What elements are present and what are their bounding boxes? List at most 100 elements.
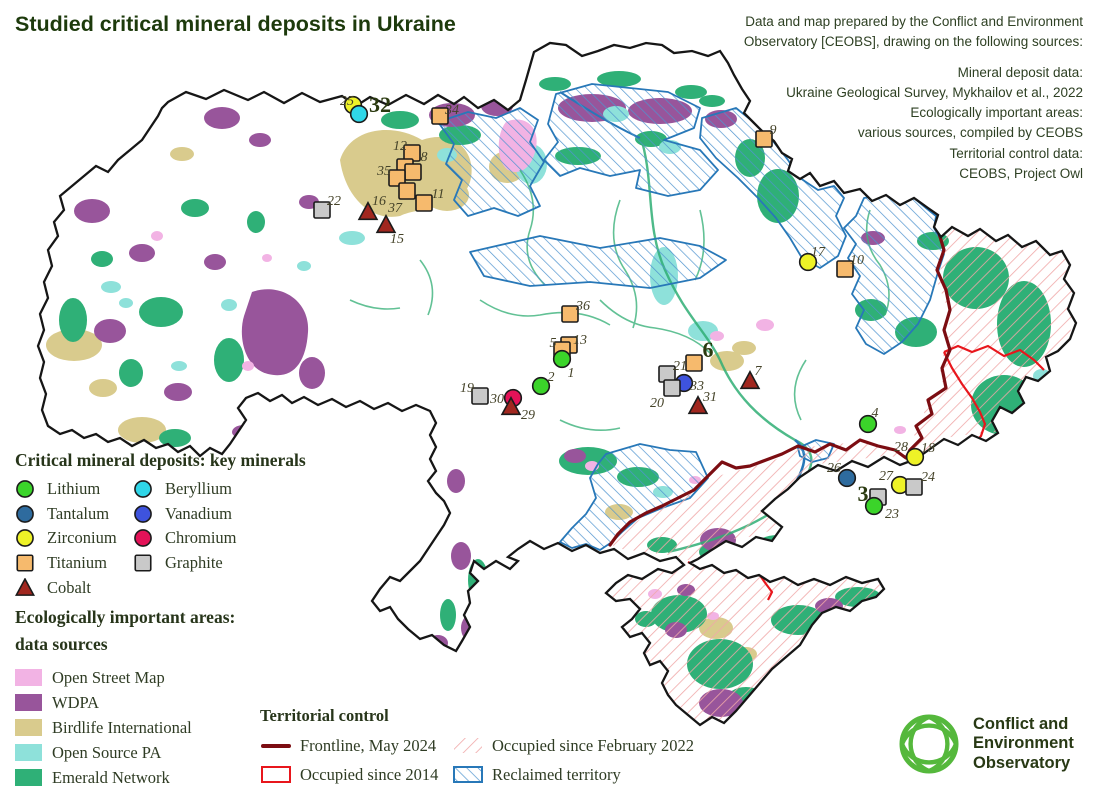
map-marker-lithium [552,349,572,369]
zirconium-marker-icon [16,529,34,548]
legend-eco-title-line1: Ecologically important areas: [15,607,236,627]
attribution-source-line: CEOBS, Project Owl [959,165,1083,181]
titanium-marker-icon [16,554,34,572]
map-marker-number: 16 [372,194,386,209]
legend-territorial-label: Frontline, May 2024 [300,735,437,755]
legend-mineral-item: Titanium [15,551,133,576]
legend-mineral-label: Zirconium [47,528,117,548]
cobalt-swatch [15,577,35,596]
map-marker-titanium [431,107,449,125]
map-marker-number: 15 [390,232,404,247]
legend-mineral-label: Chromium [165,528,237,548]
map-marker-number: 26 [827,461,841,476]
deposit-markers [313,95,925,516]
zirconium-swatch [16,529,34,548]
map-marker-titanium [561,305,579,323]
ceobs-logo-text: Conflict and Environment Observatory [973,715,1074,773]
eco-color-swatch [15,744,42,762]
map-marker-cobalt [357,201,379,221]
map-marker-titanium [755,130,773,148]
legend-eco-item: Open Source PA [15,740,315,765]
map-marker-graphite [905,478,923,496]
beryllium-marker-icon [134,480,152,499]
map-marker-titanium [685,354,703,372]
map-marker-graphite [313,201,331,219]
map-marker-graphite [471,387,489,405]
legend-territorial-label: Occupied since February 2022 [492,735,695,755]
map-marker-number: 3 [858,481,869,506]
legend-eco-label: Emerald Network [52,767,170,787]
map-marker-number: 25 [340,94,354,109]
graphite-swatch [134,554,152,572]
map-marker-titanium [398,182,416,200]
map-marker-number: 8 [421,150,428,165]
map-marker-number: 17 [811,245,826,260]
legend-mineral-label: Graphite [165,553,223,573]
legend-eco-label: WDPA [52,692,100,712]
beryllium-swatch [134,480,152,499]
map-marker-zirconium [798,252,818,272]
map-marker-number: 7 [755,364,763,379]
map-marker-lithium [858,414,878,434]
map-marker-number: 4 [872,406,879,421]
tantalum-swatch [16,505,34,523]
map-marker-number: 6 [703,337,714,362]
lithium-marker-icon [16,480,34,499]
vanadium-swatch [134,505,152,523]
outline-swatch [260,766,292,783]
legend-territorial-item: Occupied since February 2022 [452,731,720,760]
legend-territorial: Territorial control Frontline, May 2024 O… [260,706,720,789]
chromium-marker-icon [134,529,152,548]
legend-eco-label: Open Street Map [52,667,165,687]
legend-mineral-item: Chromium [133,526,283,551]
ceobs-logo: Conflict and Environment Observatory [897,712,1074,776]
hatch-red-swatch [452,737,484,754]
map-marker-cobalt [500,396,522,416]
legend-mineral-label: Vanadium [165,503,232,523]
legend-eco-item: Emerald Network [15,765,315,790]
map-marker-number: 27 [879,469,894,484]
map-marker-zirconium [905,447,925,467]
attribution-intro: Data and map prepared by the Conflict an… [743,14,1083,50]
legend-territorial-item: Reclaimed territory [452,760,720,789]
legend-eco-title-line2: data sources [15,634,108,655]
legend-mineral-label: Titanium [47,553,107,573]
legend-mineral-item: Tantalum [15,502,133,527]
map-marker-number: 1 [568,366,575,381]
legend-mineral-label: Cobalt [47,577,91,597]
map-marker-titanium [836,260,854,278]
page-title: Studied critical mineral deposits in Ukr… [15,12,456,36]
map-marker-number: 5 [550,336,557,351]
legend-mineral-item: Beryllium [133,477,283,502]
map-marker-titanium [388,169,406,187]
legend-minerals-title: Critical mineral deposits: key minerals [15,450,306,470]
map-marker-beryllium [349,104,369,124]
reclaimed-territory-areas [437,83,945,551]
map-marker-number: 35 [376,164,391,179]
hatch-blue-swatch [452,766,484,783]
legend-mineral-label: Beryllium [165,479,232,499]
legend-mineral-item: Lithium [15,477,133,502]
map-marker-number: 29 [521,408,535,423]
legend-territorial-item: Frontline, May 2024 [260,731,452,760]
legend-territorial-label: Reclaimed territory [492,764,621,784]
map-marker-number: 37 [387,201,403,216]
map-marker-lithium [531,376,551,396]
map-marker-number: 10 [850,253,864,268]
map-marker-titanium [415,194,433,212]
legend-eco-item: Open Street Map [15,665,315,690]
eco-color-swatch [15,769,42,787]
legend-territorial-label: Occupied since 2014 [300,764,439,784]
attribution-source-line: Ecologically important areas: [910,105,1083,120]
map-marker-cobalt [739,370,761,390]
map-marker-number: 11 [432,187,445,202]
eco-color-swatch [15,719,42,737]
legend-mineral-label: Lithium [47,479,101,499]
map-marker-number: 2 [548,370,555,385]
map-marker-number: 30 [489,392,504,407]
legend-eco-item: Birdlife International [15,715,315,740]
map-marker-number: 32 [369,92,391,117]
map-marker-number: 13 [573,333,587,348]
legend-territorial-item: Occupied since 2014 [260,760,452,789]
